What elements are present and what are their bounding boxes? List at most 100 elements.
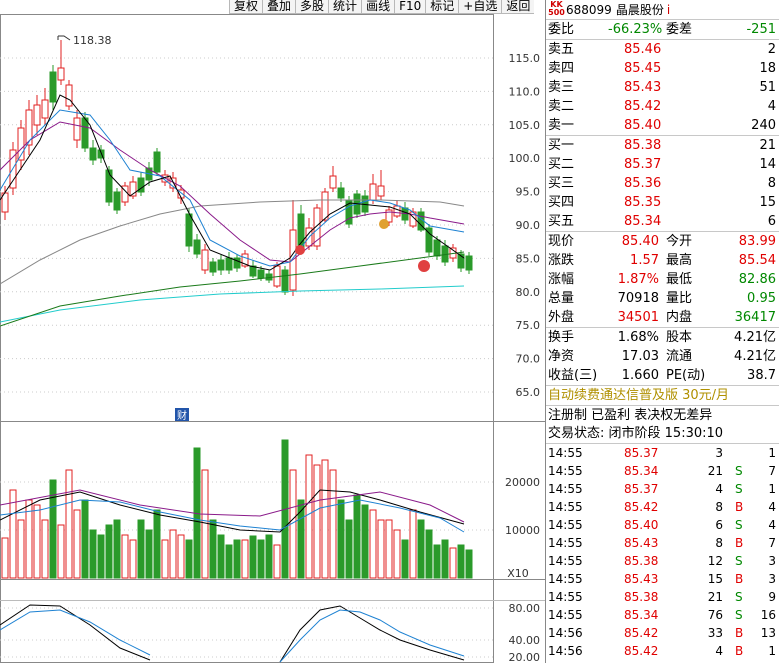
candle-body[interactable]	[57, 67, 65, 81]
volume-bar[interactable]	[145, 529, 153, 579]
volume-bar[interactable]	[329, 469, 337, 579]
volume-bar[interactable]	[57, 524, 65, 579]
volume-bar[interactable]	[273, 544, 281, 579]
sell-row[interactable]: 卖三 85.43 51	[546, 78, 779, 97]
volume-bar[interactable]	[9, 489, 17, 579]
toolbar-button-3[interactable]: 统计	[328, 0, 362, 14]
candle-body[interactable]	[329, 175, 337, 189]
volume-bar[interactable]	[129, 539, 137, 579]
candle-body[interactable]	[225, 257, 233, 271]
trade-row[interactable]: 14:55 85.34 21 S 7	[546, 462, 779, 480]
volume-bar[interactable]	[457, 544, 465, 579]
subscription-ad[interactable]: 自动续费通达信普及版 30元/月	[546, 385, 779, 405]
volume-bar[interactable]	[217, 534, 225, 579]
candle-body[interactable]	[97, 149, 105, 159]
volume-bar[interactable]	[385, 519, 393, 579]
volume-bar[interactable]	[433, 544, 441, 579]
candle-body[interactable]	[137, 177, 145, 193]
volume-bar[interactable]	[233, 539, 241, 579]
volume-bar[interactable]	[305, 454, 313, 579]
event-icon[interactable]	[295, 245, 305, 255]
trade-row[interactable]: 14:56 85.42 4 B 1	[546, 642, 779, 660]
candle-body[interactable]	[153, 151, 161, 173]
candle-body[interactable]	[281, 269, 289, 293]
volume-bar[interactable]	[417, 519, 425, 579]
toolbar-button-7[interactable]: +自选	[458, 0, 502, 14]
volume-bar[interactable]	[137, 519, 145, 579]
candle-body[interactable]	[185, 213, 193, 247]
candle-body[interactable]	[129, 181, 137, 197]
candle-body[interactable]	[49, 71, 57, 103]
volume-bar[interactable]	[369, 509, 377, 579]
event-icon[interactable]	[418, 260, 430, 272]
kline-chart[interactable]: 115.0 110.0 105.0 100.0 95.0 90.0 85.0 80.0 75.0…	[0, 0, 545, 663]
toolbar-button-4[interactable]: 画线	[361, 0, 395, 14]
volume-bar[interactable]	[1, 537, 9, 579]
candle-body[interactable]	[369, 183, 377, 201]
trade-row[interactable]: 14:55 85.37 3 1	[546, 444, 779, 462]
candle-body[interactable]	[81, 117, 89, 149]
trade-row[interactable]: 14:55 85.38 12 S 3	[546, 552, 779, 570]
candle-body[interactable]	[25, 109, 33, 146]
volume-bar[interactable]	[225, 544, 233, 579]
candle-body[interactable]	[41, 99, 49, 119]
volume-bar[interactable]	[49, 479, 57, 579]
volume-bar[interactable]	[41, 519, 49, 579]
buy-row[interactable]: 买三 85.36 8	[546, 174, 779, 193]
volume-bar[interactable]	[361, 504, 369, 579]
candle-body[interactable]	[113, 191, 121, 211]
candle-body[interactable]	[337, 187, 345, 199]
volume-bar[interactable]	[153, 509, 161, 579]
sell-row[interactable]: 卖五 85.46 2	[546, 40, 779, 59]
volume-bar[interactable]	[177, 534, 185, 579]
kk-badge[interactable]: KK 500	[548, 0, 565, 17]
volume-bar[interactable]	[161, 539, 169, 579]
candle-body[interactable]	[425, 227, 433, 253]
info-icon[interactable]: i	[666, 2, 671, 17]
finance-badge-icon[interactable]	[175, 408, 189, 421]
buy-row[interactable]: 买五 85.34 6	[546, 212, 779, 231]
toolbar-button-5[interactable]: F10	[394, 0, 426, 14]
volume-bar[interactable]	[65, 469, 73, 579]
volume-bar[interactable]	[169, 529, 177, 579]
volume-bar[interactable]	[393, 529, 401, 579]
candle-body[interactable]	[433, 239, 441, 257]
candle-body[interactable]	[209, 261, 217, 273]
candle-body[interactable]	[105, 169, 113, 203]
candle-body[interactable]	[377, 185, 385, 197]
volume-bar[interactable]	[209, 519, 217, 579]
volume-bar[interactable]	[241, 539, 249, 579]
tick-trades-list[interactable]: 14:55 85.37 3 1 14:55 85.34 21 S 7 14:55 85.37 4 S 1 1…	[546, 443, 779, 660]
candle-body[interactable]	[393, 205, 401, 217]
volume-bar[interactable]	[185, 539, 193, 579]
trade-row[interactable]: 14:55 85.43 15 B 3	[546, 570, 779, 588]
candle-body[interactable]	[193, 239, 201, 255]
buy-row[interactable]: 买四 85.35 15	[546, 193, 779, 212]
buy-row[interactable]: 买二 85.37 14	[546, 155, 779, 174]
volume-bar[interactable]	[33, 504, 41, 579]
trade-row[interactable]: 14:56 85.42 33 B 13	[546, 624, 779, 642]
volume-bar[interactable]	[409, 509, 417, 579]
candle-body[interactable]	[65, 84, 73, 107]
candle-body[interactable]	[249, 265, 257, 277]
toolbar-button-1[interactable]: 叠加	[262, 0, 296, 14]
volume-bar[interactable]	[425, 529, 433, 579]
volume-bar[interactable]	[105, 524, 113, 579]
candle-body[interactable]	[233, 257, 241, 269]
trade-row[interactable]: 14:55 85.38 21 S 9	[546, 588, 779, 606]
volume-bar[interactable]	[297, 499, 305, 579]
candle-body[interactable]	[73, 117, 81, 141]
toolbar-button-8[interactable]: 返回	[501, 0, 535, 14]
sell-row[interactable]: 卖二 85.42 4	[546, 97, 779, 116]
volume-bar[interactable]	[345, 519, 353, 579]
volume-bar[interactable]	[73, 509, 81, 579]
sell-row[interactable]: 卖一 85.40 240	[546, 116, 779, 135]
toolbar-button-6[interactable]: 标记	[425, 0, 459, 14]
candle-body[interactable]	[201, 249, 209, 271]
volume-bar[interactable]	[441, 539, 449, 579]
volume-bar[interactable]	[313, 464, 321, 579]
trade-row[interactable]: 14:55 85.34 76 S 16	[546, 606, 779, 624]
toolbar-button-2[interactable]: 多股	[295, 0, 329, 14]
volume-bar[interactable]	[449, 547, 457, 579]
volume-bar[interactable]	[353, 494, 361, 579]
